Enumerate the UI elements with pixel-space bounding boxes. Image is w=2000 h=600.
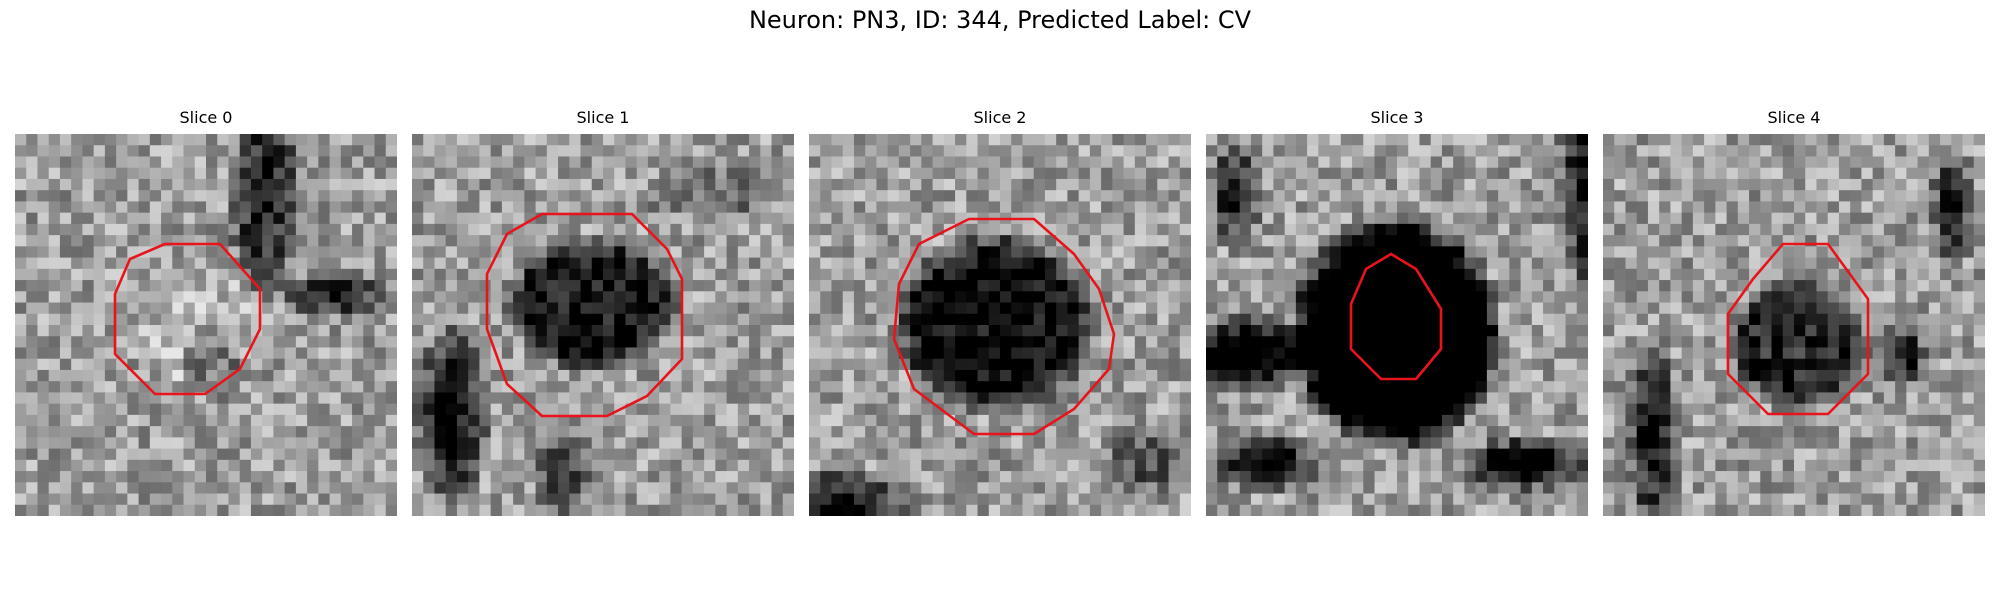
panel-slice-3: Slice 3 (1206, 108, 1588, 518)
slice-image (412, 134, 794, 516)
panel-slice-4: Slice 4 (1603, 108, 1985, 518)
panel-title: Slice 1 (576, 108, 630, 127)
vesicle-contour (485, 212, 684, 418)
vesicle-contour (1726, 242, 1870, 416)
figure-title: Neuron: PN3, ID: 344, Predicted Label: C… (748, 6, 1252, 34)
panel-slice-2: Slice 2 (809, 108, 1191, 518)
slice-image (1603, 134, 1985, 516)
panel-title: Slice 2 (973, 108, 1027, 127)
slice-image (809, 134, 1191, 516)
panel-slice-1: Slice 1 (412, 108, 794, 518)
panel-title: Slice 0 (179, 108, 233, 127)
vesicle-contour (113, 242, 262, 396)
vesicle-contour (1349, 252, 1443, 381)
panel-title: Slice 3 (1370, 108, 1424, 127)
slice-image (1206, 134, 1588, 516)
panel-title: Slice 4 (1767, 108, 1821, 127)
panel-slice-0: Slice 0 (15, 108, 397, 518)
slice-image (15, 134, 397, 516)
vesicle-contour (892, 217, 1116, 436)
